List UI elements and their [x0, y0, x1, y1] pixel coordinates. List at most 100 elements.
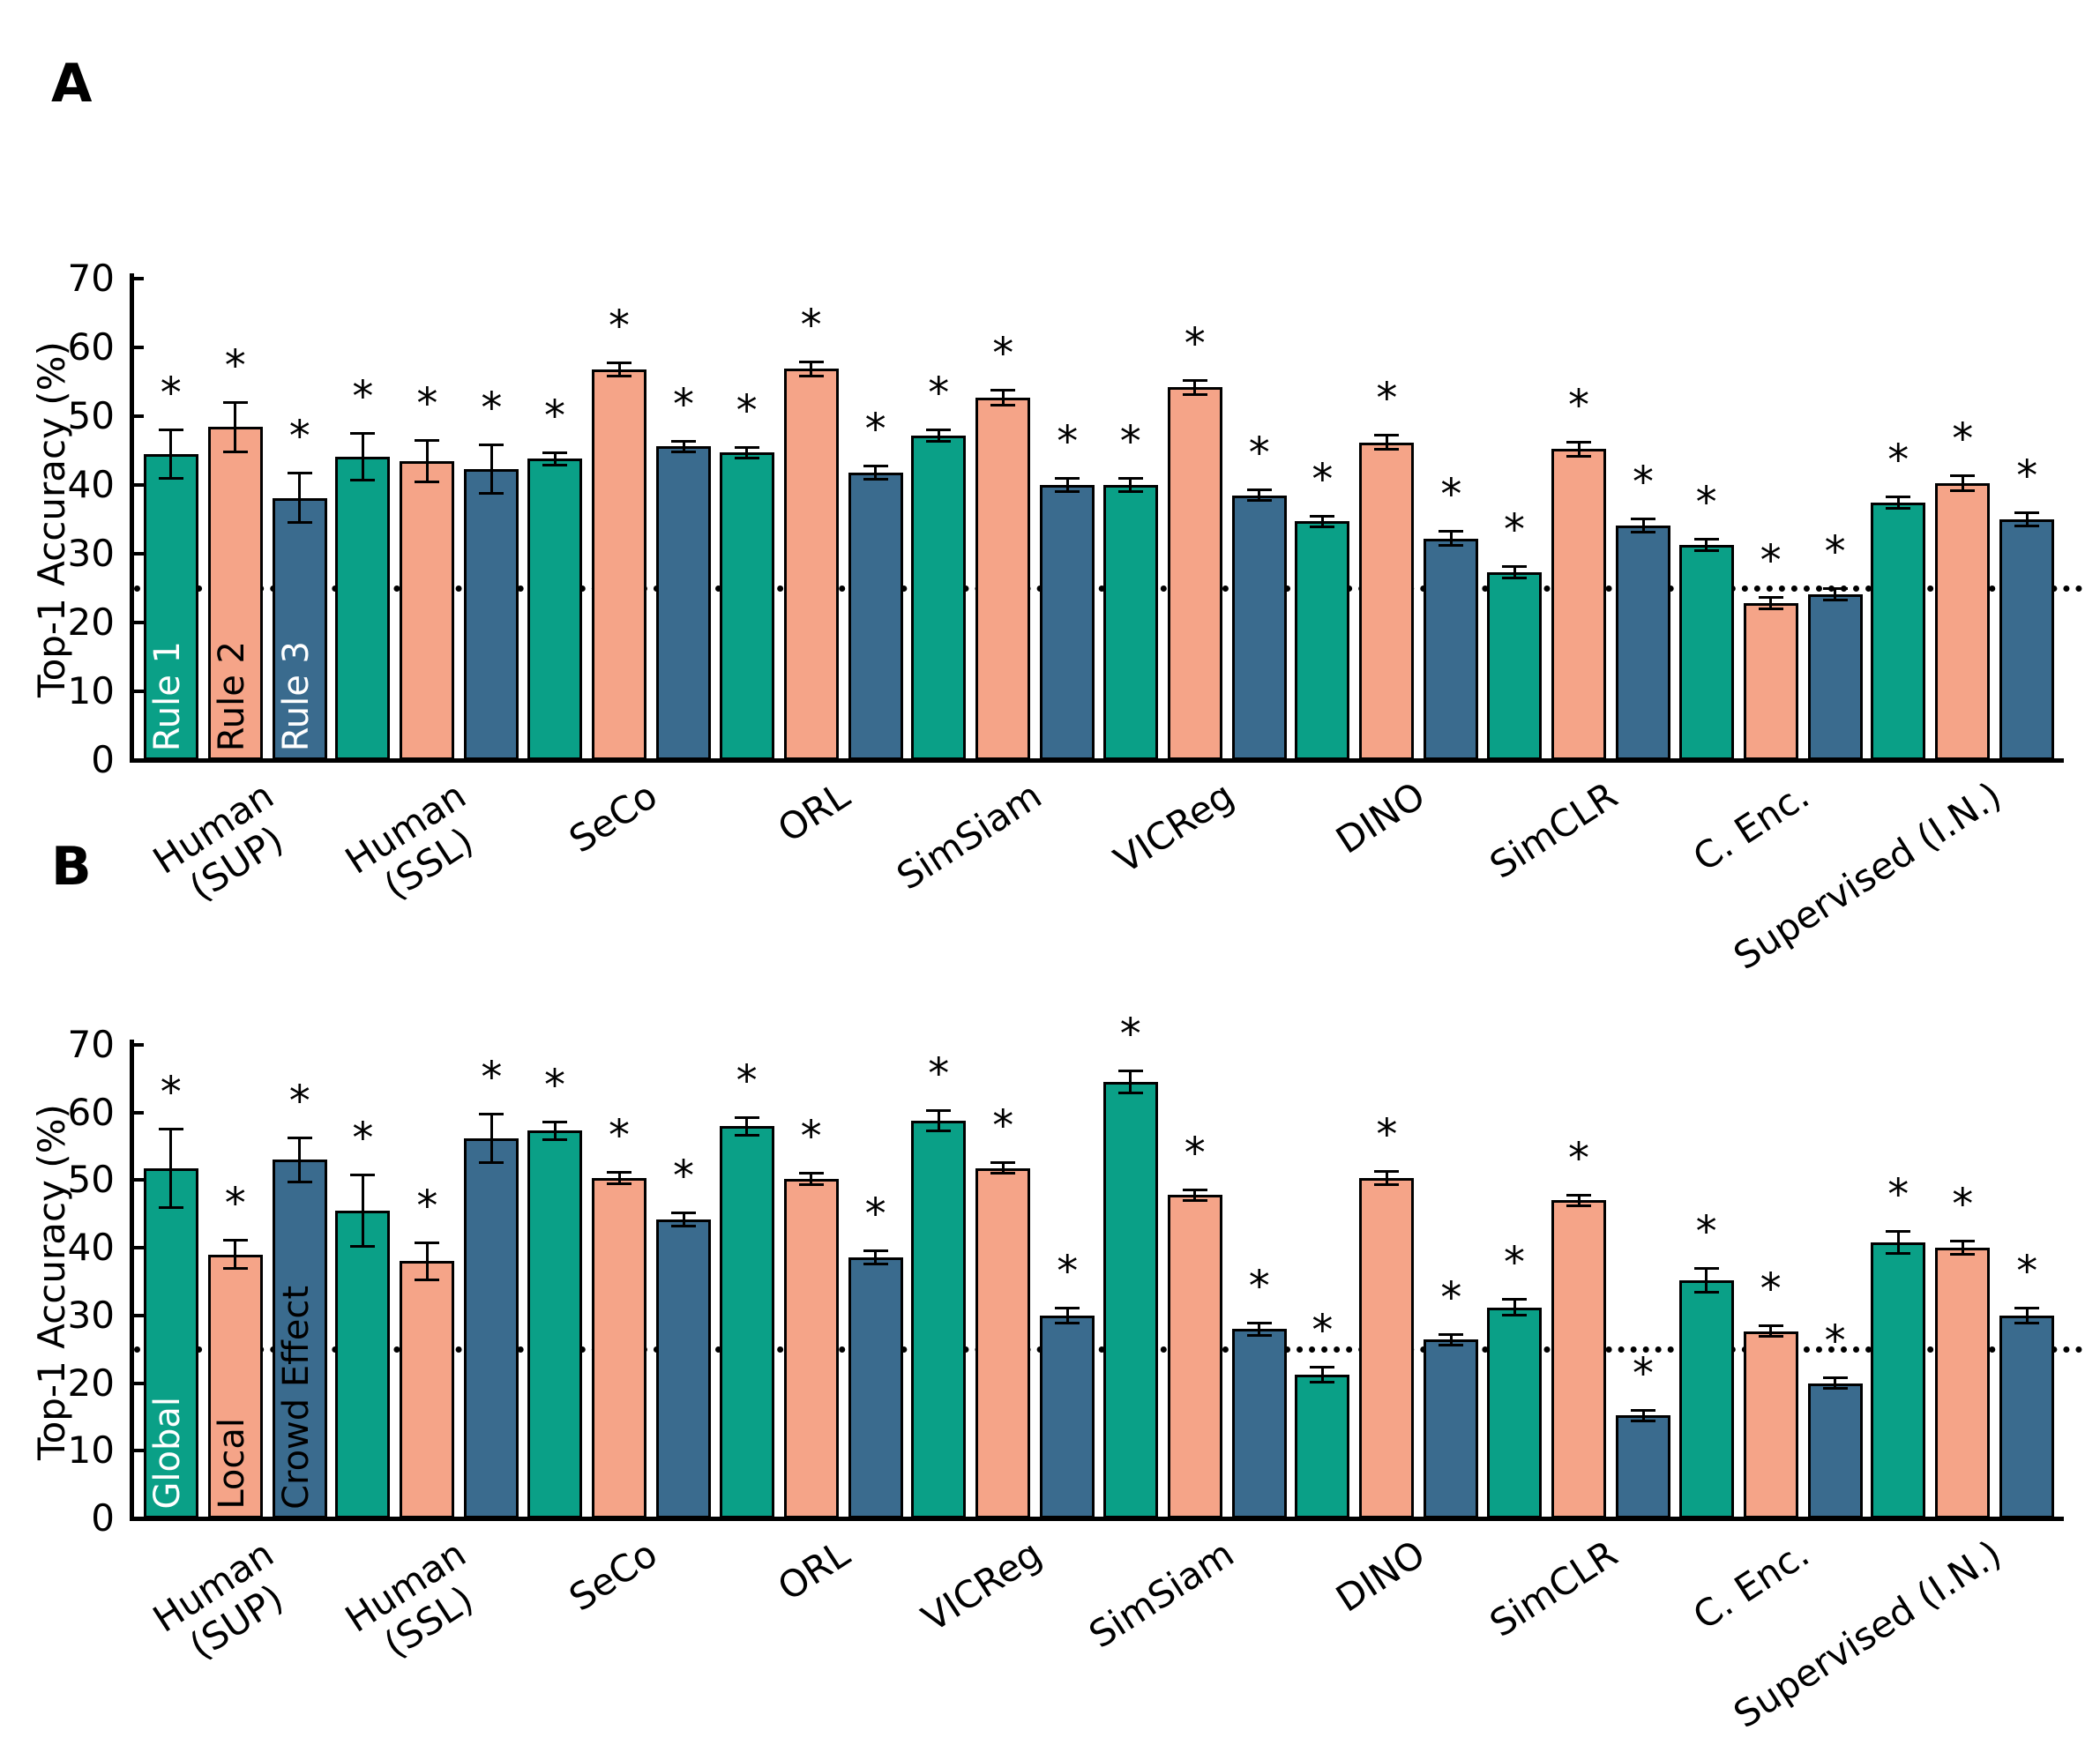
error-bar-line — [553, 1120, 557, 1141]
y-tick — [130, 1110, 144, 1115]
error-bar-line — [234, 400, 237, 454]
bar-rule-2 — [1935, 482, 1991, 760]
error-bar-line — [1705, 1267, 1708, 1294]
error-bar-line — [298, 1136, 302, 1184]
significance-asterisk: * — [1504, 505, 1525, 556]
y-tick — [130, 1246, 144, 1250]
bar-local — [1551, 1200, 1606, 1518]
bar-global — [143, 1167, 198, 1518]
y-tick-label: 60 — [67, 325, 115, 369]
y-tick-label: 50 — [67, 1158, 115, 1202]
bar-local — [207, 1254, 263, 1518]
bar-rule-1 — [1102, 485, 1158, 760]
legend-label-local: Local — [211, 1418, 252, 1510]
x-axis-line — [130, 1517, 2064, 1521]
significance-asterisk: * — [673, 1151, 694, 1201]
significance-asterisk: * — [736, 1055, 758, 1106]
panel-b-letter: B — [51, 836, 92, 898]
x-tick-label: SeCo — [562, 773, 666, 861]
bar-global — [1871, 1242, 1926, 1518]
x-tick-label: C. Enc. — [1685, 773, 1817, 880]
significance-asterisk: * — [1695, 1207, 1717, 1257]
significance-asterisk: * — [2016, 451, 2038, 502]
significance-asterisk: * — [224, 1179, 246, 1229]
significance-asterisk: * — [1184, 318, 1206, 369]
error-bar-line — [617, 361, 621, 378]
x-tick-label: ORL — [770, 1532, 857, 1609]
error-bar-line — [1641, 1408, 1645, 1423]
error-bar-line — [1320, 514, 1324, 529]
bar-crowd-effect — [1040, 1315, 1095, 1518]
y-tick — [130, 758, 144, 762]
significance-asterisk: * — [1440, 1272, 1462, 1323]
y-tick-label: 60 — [67, 1090, 115, 1134]
error-bar-line — [1961, 474, 1964, 492]
bar-crowd-effect — [1231, 1329, 1287, 1518]
significance-asterisk: * — [864, 404, 886, 454]
x-tick-label: VICReg — [1106, 773, 1241, 883]
error-bar-line — [1577, 1193, 1581, 1208]
significance-asterisk: * — [928, 369, 950, 419]
bar-rule-1 — [1487, 572, 1542, 760]
bar-local — [783, 1178, 839, 1518]
x-tick-label: VICReg — [914, 1532, 1050, 1641]
bar-local — [975, 1167, 1031, 1518]
y-tick — [130, 1313, 144, 1317]
error-bar-line — [234, 1239, 237, 1271]
bar-rule-1 — [1678, 544, 1734, 760]
significance-asterisk: * — [160, 1067, 182, 1117]
error-bar-line — [1129, 476, 1132, 494]
significance-asterisk: * — [544, 391, 565, 441]
legend-label-crowd-effect: Crowd Effect — [275, 1286, 317, 1510]
error-bar-line — [874, 1249, 878, 1266]
error-bar-line — [1129, 1070, 1132, 1094]
error-bar-line — [1385, 1169, 1388, 1187]
y-tick — [130, 552, 144, 556]
bar-rule-1 — [335, 457, 391, 760]
legend-label-global: Global — [146, 1397, 188, 1510]
x-tick-label: Human (SUP) — [146, 773, 291, 910]
error-bar-line — [1577, 441, 1581, 458]
significance-asterisk: * — [1952, 414, 1974, 464]
error-bar-line — [682, 439, 685, 454]
significance-asterisk: * — [416, 378, 438, 429]
plot-area: 0 10 20 30 40 50 60 70 Top-1 Accuracy (%) * Global… — [0, 1013, 2100, 1736]
bar-crowd-effect — [656, 1219, 711, 1518]
significance-asterisk: * — [992, 1100, 1014, 1151]
error-bar-line — [1385, 434, 1388, 451]
error-bar-line — [553, 451, 557, 466]
bar-rule-3 — [1424, 538, 1479, 760]
bar-crowd-effect — [1424, 1339, 1479, 1518]
error-bar-line — [1001, 1160, 1005, 1175]
error-bar-line — [1193, 1188, 1197, 1202]
bar-local — [1359, 1178, 1415, 1518]
significance-asterisk: * — [1440, 470, 1462, 520]
bar-rule-3 — [1616, 526, 1670, 760]
significance-asterisk: * — [288, 1076, 310, 1126]
bar-rule-3 — [1807, 594, 1863, 760]
error-bar-line — [169, 1127, 173, 1209]
error-bar-line — [2025, 511, 2029, 527]
error-bar-line — [1320, 1365, 1324, 1383]
x-tick-label: C. Enc. — [1685, 1532, 1817, 1638]
error-bar-line — [425, 438, 429, 483]
bar-local — [1743, 1331, 1798, 1518]
x-tick-label: Human (SUP) — [146, 1532, 291, 1668]
significance-asterisk: * — [1376, 374, 1398, 424]
y-tick-label: 70 — [67, 257, 115, 300]
significance-asterisk: * — [1824, 1316, 1846, 1366]
y-tick-label: 0 — [91, 1496, 115, 1540]
y-tick — [130, 414, 144, 418]
y-tick — [130, 277, 144, 280]
bar-local — [400, 1261, 455, 1518]
error-bar-line — [1834, 587, 1837, 601]
significance-asterisk: * — [1119, 1010, 1141, 1060]
y-tick-label: 20 — [67, 600, 115, 644]
bar-global — [527, 1130, 582, 1518]
y-tick-label: 40 — [67, 463, 115, 506]
significance-asterisk: * — [1695, 478, 1717, 528]
significance-asterisk: * — [1568, 381, 1589, 431]
significance-asterisk: * — [673, 379, 694, 429]
x-tick-label: Human (SSL) — [337, 773, 482, 908]
bar-crowd-effect — [1999, 1315, 2055, 1518]
